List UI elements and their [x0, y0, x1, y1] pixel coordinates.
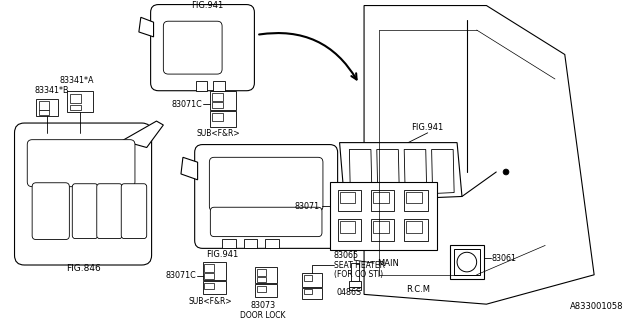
- FancyBboxPatch shape: [195, 145, 338, 248]
- Text: FIG.941: FIG.941: [412, 124, 444, 132]
- Bar: [39, 110, 49, 115]
- Bar: [338, 190, 361, 211]
- FancyBboxPatch shape: [163, 21, 222, 74]
- Bar: [67, 91, 93, 112]
- FancyBboxPatch shape: [32, 183, 69, 240]
- Polygon shape: [349, 149, 372, 194]
- Text: 83071: 83071: [295, 202, 320, 211]
- Bar: [349, 281, 361, 286]
- Text: 83065: 83065: [333, 251, 359, 260]
- Polygon shape: [364, 5, 594, 304]
- Bar: [202, 281, 226, 294]
- Text: 83341*A: 83341*A: [60, 76, 95, 85]
- FancyBboxPatch shape: [121, 184, 147, 239]
- Circle shape: [503, 169, 509, 175]
- Bar: [302, 273, 322, 286]
- Bar: [265, 239, 279, 248]
- Bar: [244, 239, 257, 248]
- Bar: [211, 111, 236, 127]
- Text: A833001058: A833001058: [570, 302, 623, 311]
- Text: DOOR LOCK: DOOR LOCK: [241, 311, 286, 320]
- Bar: [373, 221, 388, 233]
- Text: FIG.941: FIG.941: [206, 250, 238, 259]
- Bar: [204, 283, 214, 290]
- Bar: [257, 285, 266, 292]
- Text: SUB<F&R>: SUB<F&R>: [196, 129, 240, 138]
- Bar: [406, 192, 422, 203]
- Text: FIG.941: FIG.941: [191, 1, 223, 10]
- Bar: [404, 219, 428, 241]
- Polygon shape: [404, 149, 427, 194]
- Bar: [211, 91, 236, 110]
- Bar: [257, 269, 266, 276]
- Bar: [404, 190, 428, 211]
- Bar: [70, 105, 81, 110]
- FancyBboxPatch shape: [72, 184, 98, 239]
- Bar: [222, 239, 236, 248]
- Bar: [212, 93, 223, 101]
- Text: 83071C: 83071C: [166, 271, 196, 280]
- FancyBboxPatch shape: [211, 207, 322, 236]
- Bar: [406, 221, 422, 233]
- Bar: [351, 263, 359, 281]
- Text: 0486S: 0486S: [337, 288, 362, 297]
- Polygon shape: [431, 149, 454, 194]
- Text: 83071C: 83071C: [172, 100, 202, 109]
- Bar: [196, 81, 207, 91]
- Text: 83073: 83073: [251, 301, 276, 310]
- Bar: [450, 245, 483, 279]
- Text: FIG.846: FIG.846: [66, 264, 100, 273]
- Circle shape: [457, 252, 477, 272]
- Bar: [454, 249, 479, 275]
- Polygon shape: [181, 157, 198, 180]
- Bar: [302, 288, 322, 299]
- Text: 83061: 83061: [492, 254, 516, 263]
- Bar: [212, 102, 223, 108]
- Bar: [212, 113, 223, 121]
- Bar: [305, 290, 312, 294]
- FancyBboxPatch shape: [28, 140, 135, 187]
- Bar: [349, 286, 361, 291]
- Text: SUB<F&R>: SUB<F&R>: [189, 297, 232, 306]
- Bar: [213, 81, 225, 91]
- Bar: [36, 99, 58, 116]
- Bar: [371, 190, 394, 211]
- Bar: [202, 262, 226, 280]
- Text: MAIN: MAIN: [378, 259, 399, 268]
- Text: 83341*B: 83341*B: [34, 86, 68, 95]
- Bar: [340, 192, 355, 203]
- Polygon shape: [122, 121, 163, 148]
- Bar: [340, 221, 355, 233]
- Text: SEAT HEATER: SEAT HEATER: [333, 260, 385, 269]
- Bar: [255, 284, 277, 297]
- Text: R.C.M: R.C.M: [406, 285, 430, 294]
- Text: (FOR CO STI): (FOR CO STI): [333, 270, 383, 279]
- Bar: [255, 267, 277, 283]
- Bar: [204, 264, 214, 272]
- Bar: [371, 219, 394, 241]
- FancyBboxPatch shape: [209, 157, 323, 211]
- Polygon shape: [377, 149, 399, 194]
- Polygon shape: [139, 17, 154, 37]
- Bar: [373, 192, 388, 203]
- Bar: [70, 94, 81, 103]
- FancyBboxPatch shape: [15, 123, 152, 265]
- Polygon shape: [340, 143, 462, 201]
- Bar: [330, 182, 438, 250]
- Bar: [338, 219, 361, 241]
- FancyBboxPatch shape: [150, 4, 255, 91]
- FancyBboxPatch shape: [97, 184, 122, 239]
- Bar: [257, 277, 266, 282]
- Bar: [204, 273, 214, 279]
- Bar: [305, 275, 312, 281]
- Bar: [39, 101, 49, 110]
